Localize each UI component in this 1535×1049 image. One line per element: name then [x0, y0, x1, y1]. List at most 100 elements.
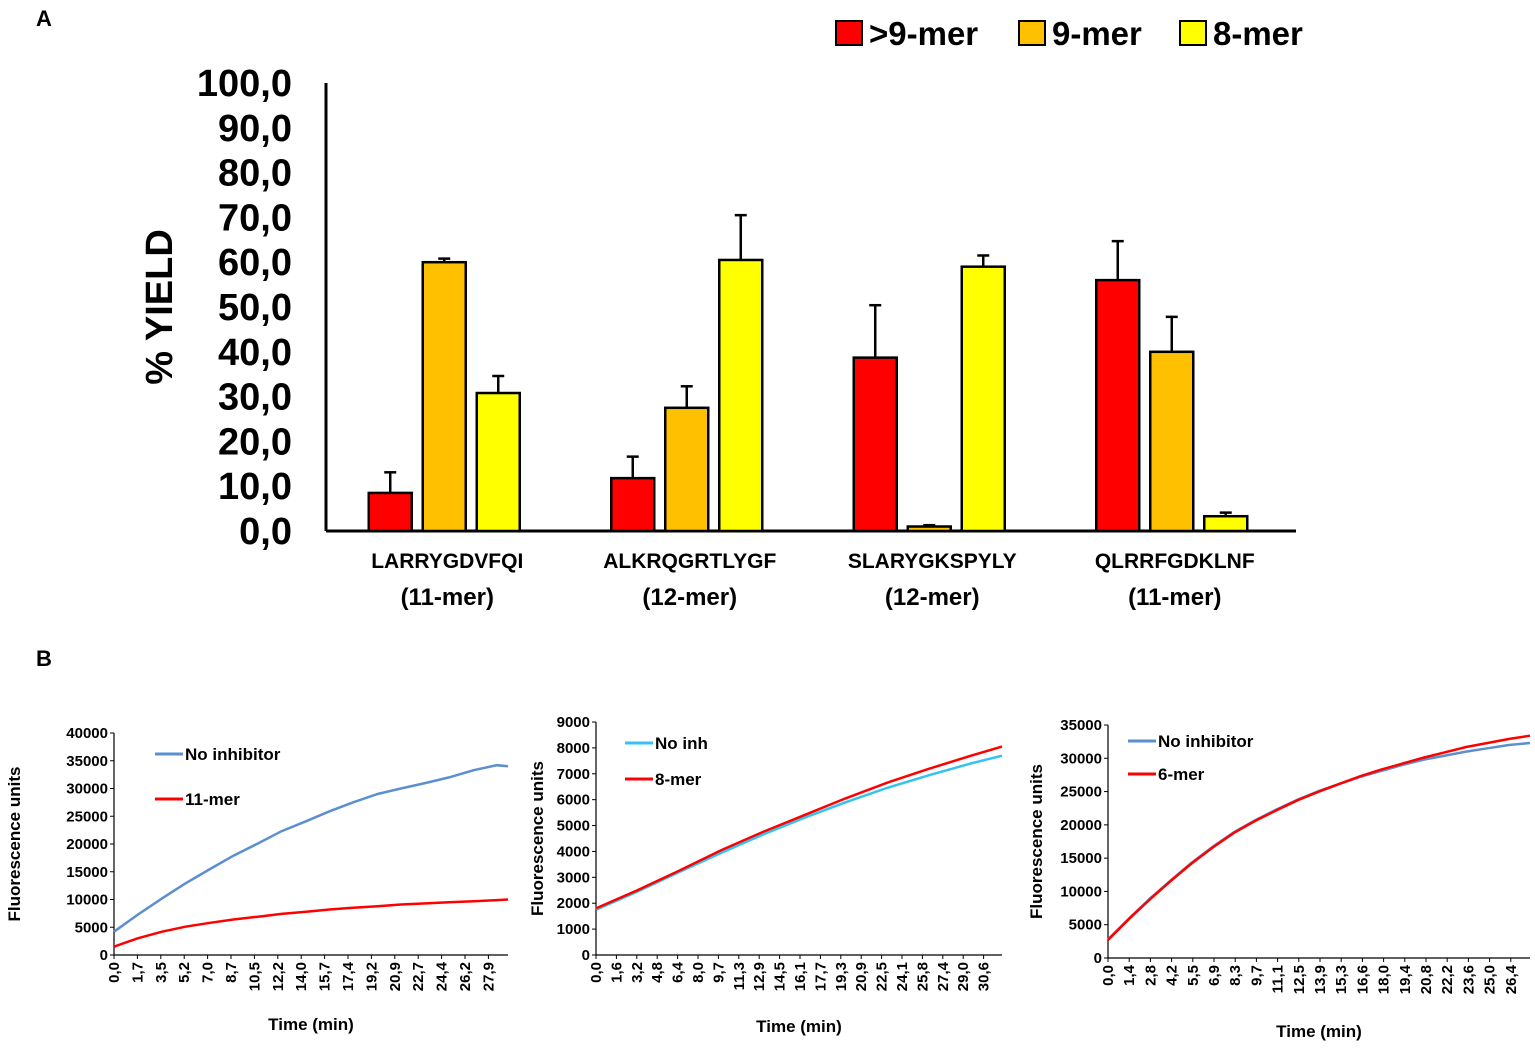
y-tick-label: 30000 [66, 781, 108, 798]
x-tick-label: 15,3 [1333, 965, 1350, 994]
x-tick-label: 13,9 [1312, 965, 1329, 994]
x-tick-label: 14,5 [772, 962, 789, 991]
x-tick-label: 26,2 [457, 962, 474, 991]
category-label: LARRYGDVFQI [371, 550, 523, 573]
x-tick-label: 23,6 [1460, 965, 1477, 994]
x-tick-label: 9,7 [1248, 965, 1265, 986]
x-axis-label: Time (min) [756, 1017, 842, 1036]
y-tick-label: 3000 [557, 869, 590, 886]
x-tick-label: 1,7 [129, 962, 146, 983]
bar [421, 260, 467, 533]
x-tick-label: 20,9 [387, 962, 404, 991]
x-tick-label: 12,5 [1291, 965, 1308, 994]
x-tick-label: 12,2 [270, 962, 287, 991]
y-axis-label: Fluorescence units [528, 761, 547, 916]
x-tick-label: 4,8 [649, 962, 666, 983]
x-tick-label: 26,4 [1503, 964, 1520, 994]
y-tick-label: 90,0 [218, 108, 292, 150]
x-tick-label: 8,0 [690, 962, 707, 983]
bar [664, 406, 710, 533]
y-tick-label: 5000 [1069, 917, 1102, 934]
series-line [113, 898, 509, 948]
x-tick-label: 24,1 [894, 962, 911, 991]
bar [960, 265, 1006, 533]
x-tick-label: 24,4 [434, 961, 451, 991]
y-tick-label: 0,0 [239, 511, 292, 553]
bar [610, 476, 656, 533]
y-axis-label: % YIELD [139, 229, 181, 385]
x-tick-label: 22,7 [410, 962, 427, 991]
x-tick-label: 22,2 [1439, 965, 1456, 994]
y-tick-label: 10,0 [218, 466, 292, 508]
x-tick-label: 7,0 [200, 962, 217, 983]
x-tick-label: 8,7 [223, 962, 240, 983]
x-tick-label: 19,3 [833, 962, 850, 991]
category-label: SLARYGKSPYLY [848, 550, 1017, 573]
y-tick-label: 2000 [557, 895, 590, 912]
bar-chart-yield: 0,010,020,030,040,050,060,070,080,090,01… [139, 15, 1303, 611]
y-tick-label: 10000 [66, 892, 108, 909]
y-tick-label: 40,0 [218, 332, 292, 374]
x-tick-label: 5,2 [176, 962, 193, 983]
panel-label-a: A [36, 6, 52, 31]
series-line [113, 763, 509, 933]
y-tick-label: 9000 [557, 714, 590, 731]
y-tick-label: 15000 [66, 864, 108, 881]
bar [475, 391, 521, 533]
y-tick-label: 4000 [557, 843, 590, 860]
x-tick-label: 2,8 [1142, 965, 1159, 986]
x-tick-label: 19,4 [1397, 964, 1414, 994]
legend-label: 8-mer [655, 770, 702, 789]
x-tick-label: 17,7 [812, 962, 829, 991]
x-tick-label: 19,2 [363, 962, 380, 991]
y-tick-label: 15000 [1060, 850, 1102, 867]
x-tick-label: 30,6 [976, 962, 993, 991]
x-tick-label: 1,6 [608, 962, 625, 983]
line-chart-b1: 0 5000 10000 15000 20000 25000 30000 35000 40000… [5, 725, 509, 1034]
x-tick-label: 1,4 [1121, 964, 1138, 986]
line-chart-b2: 0 1000 2000 3000 4000 5000 6000 7000 8000 9000 0,0… [528, 714, 1003, 1036]
y-tick-label: 30000 [1060, 750, 1102, 767]
category-length-label: (12-mer) [642, 584, 737, 611]
bar [367, 491, 413, 533]
x-tick-label: 16,1 [792, 962, 809, 991]
y-tick-label: 6000 [557, 792, 590, 809]
bar [718, 258, 764, 533]
x-tick-label: 4,2 [1164, 965, 1181, 986]
x-tick-label: 8,3 [1227, 965, 1244, 986]
legend-label: No inhibitor [185, 745, 281, 764]
x-tick-label: 16,6 [1354, 965, 1371, 994]
y-tick-label: 1000 [557, 921, 590, 938]
x-tick-label: 22,5 [874, 962, 891, 991]
y-tick-label: 0 [1094, 950, 1102, 967]
x-tick-label: 29,0 [955, 962, 972, 991]
x-tick-label: 17,4 [340, 961, 357, 991]
y-tick-label: 30,0 [218, 377, 292, 419]
x-tick-label: 0,0 [106, 962, 123, 983]
legend-swatch [835, 20, 863, 46]
legend-swatch [1018, 20, 1046, 46]
category-length-label: (12-mer) [885, 584, 980, 611]
x-tick-label: 27,9 [480, 962, 497, 991]
y-tick-label: 25000 [1060, 784, 1102, 801]
legend-label: No inh [655, 734, 708, 753]
x-tick-label: 5,5 [1185, 965, 1202, 986]
y-tick-label: 0 [100, 947, 108, 964]
y-tick-label: 35000 [66, 753, 108, 770]
series-line [595, 745, 1003, 910]
x-tick-label: 14,0 [293, 962, 310, 991]
x-tick-label: 6,9 [1206, 965, 1223, 986]
legend-label: No inhibitor [1158, 732, 1254, 751]
x-axis-label: Time (min) [268, 1015, 354, 1034]
x-tick-label: 0,0 [1100, 965, 1117, 986]
y-axis-label: Fluorescence units [1027, 764, 1046, 919]
y-tick-label: 8000 [557, 740, 590, 757]
category-label: ALKRQGRTLYGF [603, 550, 776, 573]
x-tick-label: 3,5 [153, 962, 170, 983]
series-line [1107, 734, 1531, 941]
y-tick-label: 25000 [66, 808, 108, 825]
x-tick-label: 9,7 [710, 962, 727, 983]
y-tick-label: 50,0 [218, 287, 292, 329]
x-tick-label: 20,8 [1418, 965, 1435, 994]
